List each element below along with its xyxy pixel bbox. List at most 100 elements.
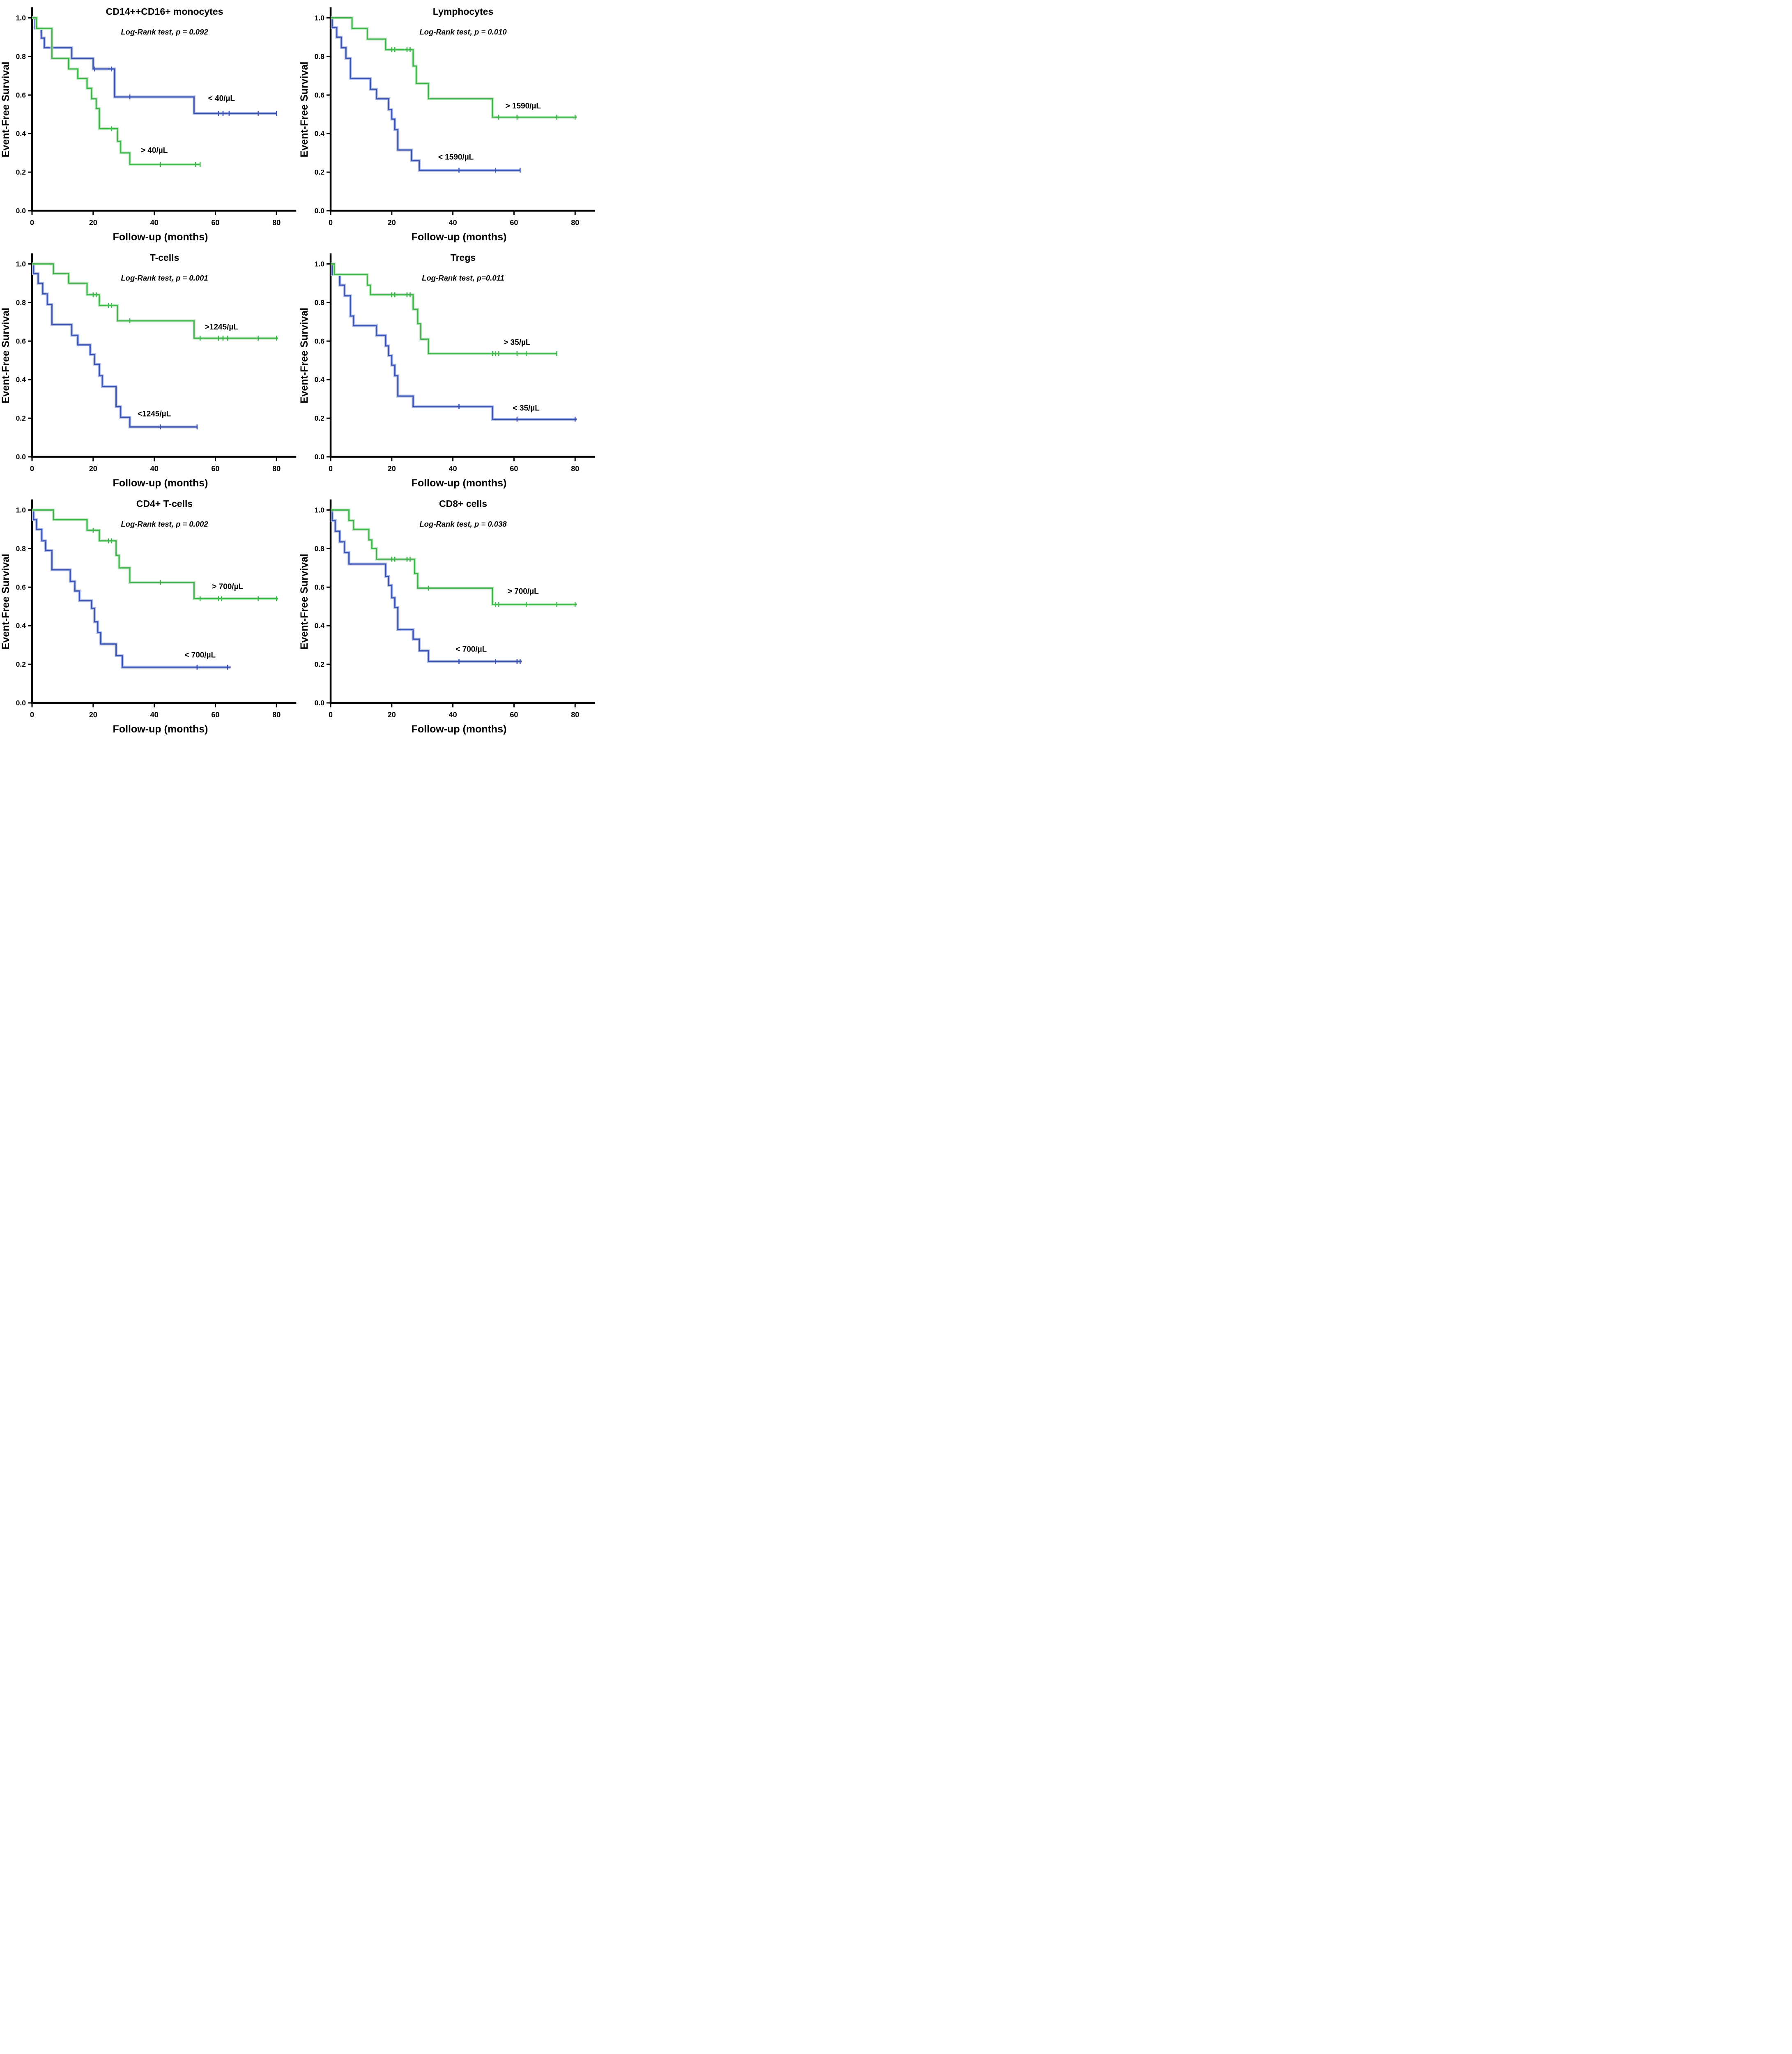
y-tick-label: 0.6 (16, 91, 26, 99)
x-tick-label: 80 (571, 219, 579, 227)
y-tick-label: 0.4 (16, 375, 26, 384)
km-curve-above-cutoff (32, 17, 200, 165)
x-tick-label: 0 (30, 219, 34, 227)
x-tick-label: 40 (150, 465, 159, 473)
km-curve-halo-below-cutoff (331, 508, 522, 663)
axis-spines (31, 7, 297, 212)
series-label-above-cutoff: > 1590/µL (506, 102, 541, 111)
km-plot-cd8-cells: 0.0 0.2 0.4 0.6 0.8 1.0 0 20 40 60 80 Event-Free Su… (299, 498, 595, 735)
y-tick-label: 0.6 (315, 337, 325, 345)
x-axis-label: Follow-up (months) (113, 231, 208, 243)
y-tick-label: 0.2 (16, 414, 26, 422)
y-tick-label: 0.4 (315, 622, 325, 630)
x-tick-label: 60 (211, 465, 219, 473)
y-tick-label: 0.0 (315, 453, 325, 461)
x-axis-label: Follow-up (months) (412, 723, 507, 735)
x-tick-label: 0 (329, 465, 333, 473)
y-axis-label: Event-Free Survival (299, 62, 310, 157)
y-tick-label: 0.8 (16, 298, 26, 306)
series-label-above-cutoff: > 35/µL (504, 338, 531, 347)
panel-title: CD8+ cells (439, 498, 487, 509)
y-tick-label: 0.2 (315, 414, 325, 422)
y-tick-label: 0.0 (16, 699, 26, 707)
km-panel-cd8-cells: 0.0 0.2 0.4 0.6 0.8 1.0 0 20 40 60 80 Event-Free Su… (299, 492, 597, 738)
km-panel-cd4-t-cells: 0.0 0.2 0.4 0.6 0.8 1.0 0 20 40 60 80 Event-Free Su… (0, 492, 299, 738)
y-tick-label: 0.0 (16, 453, 26, 461)
series-label-above-cutoff: >1245/µL (205, 323, 239, 332)
panel-subtitle: Log-Rank test, p = 0.092 (121, 28, 208, 36)
y-tick-label: 1.0 (315, 506, 325, 514)
x-tick-label: 60 (510, 465, 518, 473)
y-tick-label: 0.4 (16, 622, 26, 630)
y-axis-label: Event-Free Survival (299, 308, 310, 403)
x-tick-label: 60 (211, 219, 219, 227)
km-plot-tregs: 0.0 0.2 0.4 0.6 0.8 1.0 0 20 40 60 80 Event-Free Su… (299, 252, 595, 489)
y-tick-label: 1.0 (16, 506, 26, 514)
km-curve-below-cutoff (32, 509, 231, 668)
km-curve-below-cutoff (331, 263, 577, 420)
x-tick-label: 80 (272, 465, 281, 473)
panel-title: CD4+ T-cells (136, 498, 193, 509)
series-label-below-cutoff: <1245/µL (138, 410, 171, 418)
x-tick-label: 40 (150, 711, 159, 719)
y-tick-label: 1.0 (16, 260, 26, 268)
km-curve-halo-below-cutoff (331, 16, 520, 172)
panel-title: T-cells (150, 252, 179, 263)
x-tick-label: 40 (449, 219, 457, 227)
series-label-below-cutoff: < 35/µL (513, 404, 540, 412)
series-label-below-cutoff: < 40/µL (208, 94, 235, 103)
panel-title: Lymphocytes (433, 6, 493, 17)
x-tick-label: 40 (150, 219, 159, 227)
km-figure-grid: 0.0 0.2 0.4 0.6 0.8 1.0 0 20 40 60 80 Event-Free Su… (0, 0, 597, 738)
y-tick-label: 0.4 (16, 129, 26, 138)
x-tick-label: 80 (571, 465, 579, 473)
y-tick-label: 0.4 (315, 129, 325, 138)
x-tick-label: 20 (89, 711, 97, 719)
x-tick-label: 0 (329, 711, 333, 719)
y-tick-label: 0.8 (16, 544, 26, 553)
x-axis-label: Follow-up (months) (113, 723, 208, 735)
y-axis-label: Event-Free Survival (299, 554, 310, 649)
x-tick-label: 80 (272, 219, 281, 227)
km-panel-lymphocytes: 0.0 0.2 0.4 0.6 0.8 1.0 0 20 40 60 80 Event-Free Su… (299, 0, 597, 246)
x-tick-label: 20 (388, 465, 396, 473)
y-axis-label: Event-Free Survival (0, 62, 12, 157)
y-tick-label: 0.6 (315, 583, 325, 591)
y-tick-label: 0.6 (315, 91, 325, 99)
y-tick-label: 0.2 (16, 660, 26, 668)
panel-subtitle: Log-Rank test, p = 0.010 (419, 28, 507, 36)
km-panel-t-cells: 0.0 0.2 0.4 0.6 0.8 1.0 0 20 40 60 80 Event-Free Su… (0, 246, 299, 492)
km-plot-cd4-t-cells: 0.0 0.2 0.4 0.6 0.8 1.0 0 20 40 60 80 Event-Free Su… (0, 498, 297, 735)
y-tick-label: 1.0 (315, 14, 325, 22)
series-label-below-cutoff: < 1590/µL (438, 153, 474, 162)
x-tick-label: 20 (388, 219, 396, 227)
x-tick-label: 80 (571, 711, 579, 719)
panel-title: Tregs (451, 252, 476, 263)
series-label-below-cutoff: < 700/µL (455, 645, 487, 654)
x-tick-label: 20 (89, 465, 97, 473)
y-tick-label: 0.2 (315, 660, 325, 668)
y-tick-label: 0.8 (315, 544, 325, 553)
panel-subtitle: Log-Rank test, p = 0.038 (419, 520, 507, 528)
panel-title: CD14++CD16+ monocytes (106, 6, 223, 17)
x-tick-label: 60 (510, 711, 518, 719)
axis-spines (31, 499, 297, 704)
y-axis-label: Event-Free Survival (0, 308, 12, 403)
x-tick-label: 0 (329, 219, 333, 227)
y-tick-label: 0.6 (16, 337, 26, 345)
km-curve-halo-above-cutoff (32, 16, 200, 166)
km-plot-t-cells: 0.0 0.2 0.4 0.6 0.8 1.0 0 20 40 60 80 Event-Free Su… (0, 252, 297, 489)
x-tick-label: 80 (272, 711, 281, 719)
y-tick-label: 0.2 (315, 168, 325, 176)
panel-subtitle: Log-Rank test, p=0.011 (422, 274, 504, 282)
km-curve-halo-below-cutoff (32, 508, 231, 669)
y-tick-label: 1.0 (315, 260, 325, 268)
y-axis-label: Event-Free Survival (0, 554, 12, 649)
km-panel-cd14-cd16-monocytes: 0.0 0.2 0.4 0.6 0.8 1.0 0 20 40 60 80 Event-Free Su… (0, 0, 299, 246)
km-curve-below-cutoff (32, 263, 197, 428)
km-curve-halo-below-cutoff (32, 262, 197, 428)
km-curve-above-cutoff (331, 263, 557, 355)
km-curve-above-cutoff (32, 509, 278, 599)
y-tick-label: 0.8 (315, 298, 325, 306)
x-tick-label: 40 (449, 465, 457, 473)
